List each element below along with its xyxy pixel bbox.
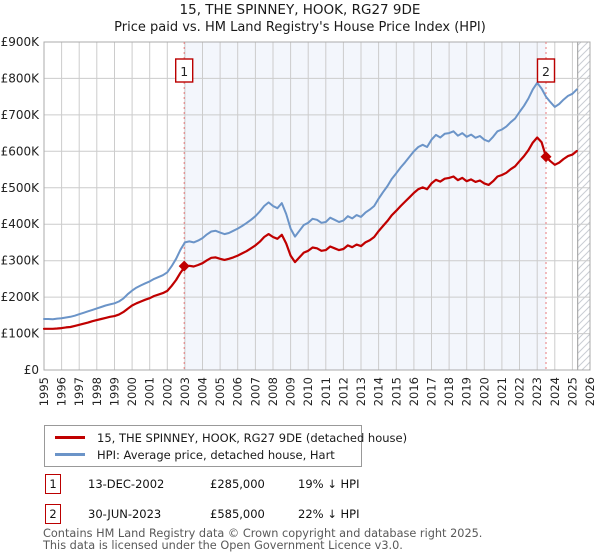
hpi-line — [43, 81, 578, 321]
between-sales-shaded-band — [184, 42, 546, 370]
chart-subtitle: Price paid vs. HM Land Registry's House … — [114, 20, 486, 35]
svg-text:2025: 2025 — [565, 377, 579, 406]
sale-2-date: 30-JUN-2023 — [88, 507, 162, 521]
legend: 15, THE SPINNEY, HOOK, RG27 9DE (detache… — [44, 425, 407, 467]
sale-1-number-box: 1 — [45, 474, 61, 494]
footer-line-1: Contains HM Land Registry data © Crown c… — [43, 527, 483, 540]
sale-1-price: £285,000 — [210, 477, 265, 491]
sale-annotation-2: 2 30-JUN-2023 £585,000 22% ↓ HPI — [0, 504, 600, 526]
future-no-data-hatch — [577, 42, 590, 370]
plot-border — [43, 41, 591, 371]
sale-marker-1 — [178, 260, 190, 272]
svg-text:£600K: £600K — [1, 144, 41, 158]
legend-item-property: 15, THE SPINNEY, HOOK, RG27 9DE (detache… — [45, 429, 407, 446]
svg-text:£0: £0 — [24, 363, 39, 377]
svg-text:2011: 2011 — [319, 377, 333, 406]
svg-text:2026: 2026 — [583, 377, 597, 406]
sale-1-label-box — [174, 58, 194, 83]
sale-1-label: 1 — [180, 64, 188, 79]
svg-text:2023: 2023 — [530, 377, 544, 406]
svg-text:£500K: £500K — [1, 181, 41, 195]
svg-text:£200K: £200K — [1, 290, 41, 304]
svg-text:2006: 2006 — [231, 377, 245, 406]
x-axis-labels: 1995 1996 1997 1998 1999 2000 2001 2002 2003 2004… — [37, 377, 597, 406]
property-line-swatch — [55, 436, 85, 439]
sale-2-price: £585,000 — [210, 507, 265, 521]
legend-label-property: 15, THE SPINNEY, HOOK, RG27 9DE (detache… — [97, 430, 408, 445]
svg-text:2017: 2017 — [425, 377, 439, 406]
sale-2-hpi-diff: 22% ↓ HPI — [298, 507, 360, 521]
svg-text:2009: 2009 — [284, 377, 298, 406]
svg-text:2007: 2007 — [248, 377, 262, 406]
svg-text:1996: 1996 — [55, 377, 69, 406]
svg-text:2015: 2015 — [389, 377, 403, 406]
y-axis-labels: £0 £100K £200K £300K £400K £500K £600K £700K £80… — [1, 35, 41, 377]
svg-text:2024: 2024 — [548, 377, 562, 406]
svg-text:2008: 2008 — [266, 377, 280, 406]
svg-text:1995: 1995 — [37, 377, 51, 406]
chart-title: 15, THE SPINNEY, HOOK, RG27 9DE — [179, 2, 421, 18]
sale-2-label: 2 — [542, 64, 550, 79]
svg-text:1997: 1997 — [72, 377, 86, 406]
svg-text:2001: 2001 — [143, 377, 157, 406]
svg-text:2022: 2022 — [513, 377, 527, 406]
svg-text:2003: 2003 — [178, 377, 192, 406]
svg-text:£100K: £100K — [1, 327, 41, 341]
svg-text:2002: 2002 — [160, 377, 174, 406]
svg-text:£800K: £800K — [1, 71, 41, 85]
svg-text:2018: 2018 — [442, 377, 456, 406]
sale-1-hpi-diff: 19% ↓ HPI — [298, 477, 360, 491]
svg-text:2010: 2010 — [301, 377, 315, 406]
property-price-line — [42, 136, 578, 330]
footer-line-2: This data is licensed under the Open Gov… — [43, 539, 403, 553]
svg-text:£400K: £400K — [1, 217, 41, 231]
sale-marker-2 — [540, 151, 552, 163]
legend-item-hpi: HPI: Average price, detached house, Hart — [45, 446, 361, 463]
footer-license: Contains HM Land Registry data © Crown c… — [43, 527, 483, 553]
sale-1-date: 13-DEC-2002 — [88, 477, 165, 491]
svg-text:2012: 2012 — [336, 377, 350, 406]
sale-2-number-box: 2 — [45, 504, 61, 524]
legend-label-hpi: HPI: Average price, detached house, Hart — [97, 447, 335, 462]
svg-text:£300K: £300K — [1, 254, 41, 268]
svg-text:2020: 2020 — [477, 377, 491, 406]
svg-text:£900K: £900K — [1, 35, 41, 49]
svg-text:1998: 1998 — [90, 377, 104, 406]
svg-text:2016: 2016 — [407, 377, 421, 406]
svg-text:£700K: £700K — [1, 108, 41, 122]
svg-text:1999: 1999 — [108, 377, 122, 406]
svg-text:2014: 2014 — [372, 377, 386, 406]
svg-text:2021: 2021 — [495, 377, 509, 406]
sale-annotation-1: 1 13-DEC-2002 £285,000 19% ↓ HPI — [0, 474, 600, 496]
hpi-line-swatch — [55, 453, 85, 456]
svg-text:2004: 2004 — [196, 377, 210, 406]
svg-text:2005: 2005 — [213, 377, 227, 406]
svg-text:2013: 2013 — [354, 377, 368, 406]
svg-text:2019: 2019 — [460, 377, 474, 406]
sale-2-label-box — [536, 58, 556, 83]
svg-text:2000: 2000 — [125, 377, 139, 406]
